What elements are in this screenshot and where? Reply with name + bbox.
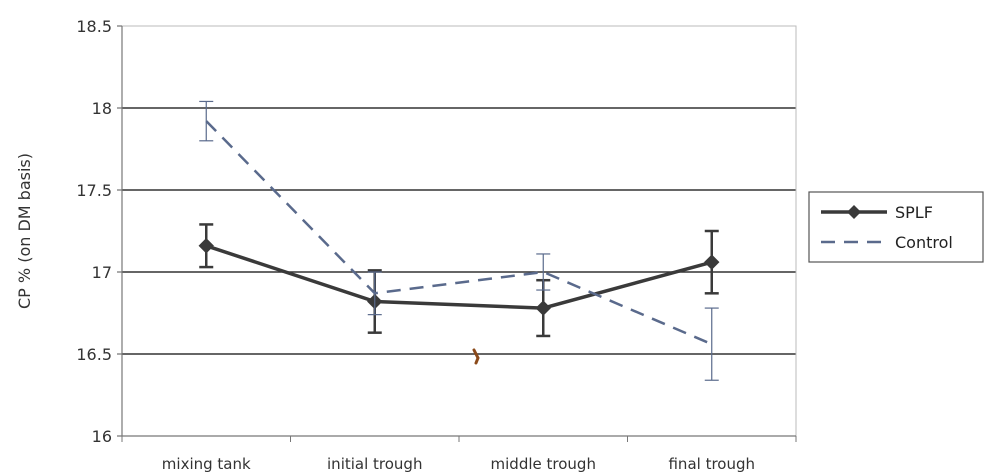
y-tick-label: 18 [92, 99, 112, 118]
data-point [535, 300, 551, 316]
y-axis-title: CP % (on DM basis) [15, 153, 34, 309]
series-line [205, 244, 713, 310]
y-tick-label: 18.5 [76, 17, 112, 36]
y-tick-labels: 16 16.5 17 17.5 18 18.5 [76, 17, 112, 446]
y-tick-label: 17 [92, 263, 112, 282]
grid [122, 107, 796, 355]
y-tick-label: 17.5 [76, 181, 112, 200]
legend-box [808, 191, 984, 263]
x-tick-label: final trough [668, 455, 755, 473]
legend: SPLF Control [808, 191, 984, 263]
y-tick-label: 16.5 [76, 345, 112, 364]
data-point [198, 238, 214, 254]
legend-marker [847, 205, 861, 219]
x-tick-label: initial trough [327, 455, 422, 473]
x-tick-labels: mixing tank initial trough middle trough fi… [162, 455, 755, 473]
plot-area [121, 25, 797, 437]
series-layer [198, 100, 720, 381]
stray-mark [472, 348, 480, 365]
legend-label: Control [895, 233, 953, 252]
series-splf [198, 223, 720, 338]
series-line [205, 120, 713, 346]
legend-label: SPLF [895, 203, 933, 222]
series-control [199, 100, 719, 381]
x-tick-label: mixing tank [162, 455, 251, 473]
axes [117, 25, 797, 442]
data-point [704, 254, 720, 270]
x-tick-label: middle trough [491, 455, 596, 473]
y-tick-label: 16 [92, 427, 112, 446]
